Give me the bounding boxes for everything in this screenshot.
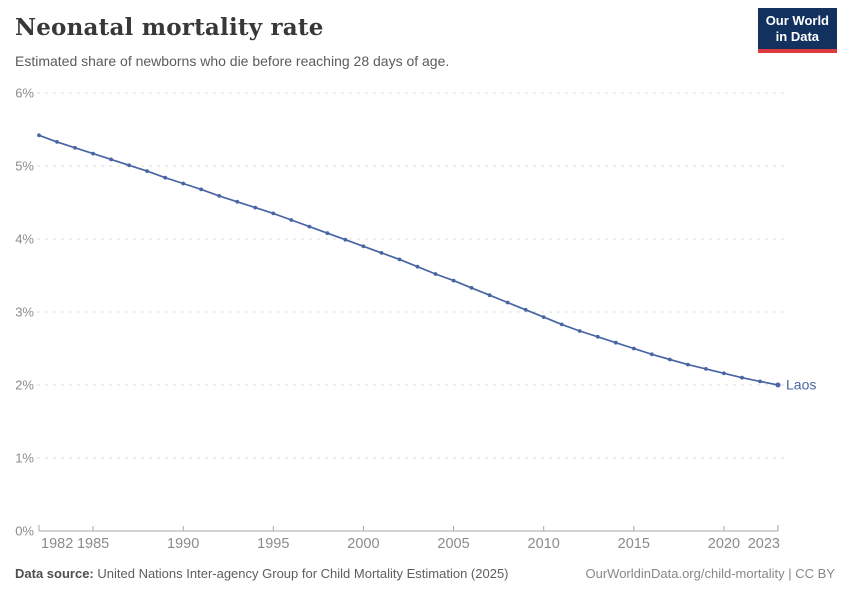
data-point[interactable]	[631, 346, 636, 351]
data-point[interactable]	[415, 264, 420, 269]
x-axis-label: 1982	[41, 536, 73, 552]
data-point[interactable]	[487, 293, 492, 298]
data-point[interactable]	[469, 286, 474, 290]
data-point[interactable]	[451, 278, 456, 283]
owid-logo-line2: in Data	[775, 29, 820, 45]
x-axis-label: 2015	[618, 536, 650, 552]
data-point[interactable]	[775, 382, 781, 388]
data-point[interactable]	[704, 367, 708, 371]
data-point[interactable]	[145, 169, 150, 173]
footer-link[interactable]: OurWorldinData.org/child-mortality | CC …	[585, 566, 836, 581]
data-point[interactable]	[686, 362, 690, 367]
x-axis-label: 2010	[528, 536, 560, 552]
owid-logo-line1: Our World	[765, 13, 829, 28]
series-label-laos[interactable]: Laos	[786, 377, 816, 393]
data-point[interactable]	[541, 315, 546, 319]
data-source-label: Data source:	[15, 566, 94, 581]
data-point[interactable]	[505, 300, 510, 305]
y-axis-label: 6%	[15, 86, 34, 101]
page-title: Neonatal mortality rate	[15, 14, 324, 41]
owid-logo[interactable]: Our World in Data	[757, 8, 837, 53]
data-point[interactable]	[325, 231, 330, 236]
laos-line[interactable]	[38, 134, 779, 386]
data-point[interactable]	[343, 237, 348, 242]
chart-subtitle: Estimated share of newborns who die befo…	[15, 53, 450, 69]
y-axis-label: 1%	[15, 451, 34, 466]
x-axis-label: 2023	[748, 536, 780, 552]
y-axis-label: 0%	[15, 524, 34, 539]
x-axis-label: 1995	[257, 536, 289, 552]
y-axis-label: 3%	[15, 305, 34, 320]
x-axis-label: 1985	[77, 536, 109, 552]
data-point[interactable]	[595, 334, 600, 339]
data-point[interactable]	[668, 357, 672, 362]
x-axis-label: 2000	[347, 536, 379, 552]
data-point[interactable]	[397, 257, 402, 262]
chart-footer: Data source: United Nations Inter-agency…	[15, 566, 835, 581]
data-point[interactable]	[758, 379, 762, 384]
data-point[interactable]	[523, 307, 528, 312]
y-axis-label: 5%	[15, 159, 34, 174]
x-axis-label: 2005	[437, 536, 469, 552]
data-point[interactable]	[55, 140, 59, 144]
data-source: Data source: United Nations Inter-agency…	[15, 566, 509, 581]
line-chart[interactable]: 0% 1% 2% 3% 4% 5% 6% 1982 1985 1990 1995 2000 2005 20…	[0, 80, 850, 558]
x-axis-label: 1990	[167, 536, 199, 552]
data-point[interactable]	[37, 133, 41, 138]
data-point[interactable]	[740, 375, 744, 380]
data-point[interactable]	[289, 218, 294, 222]
data-point[interactable]	[73, 145, 77, 150]
data-point[interactable]	[199, 187, 204, 192]
y-axis-label: 4%	[15, 232, 34, 247]
data-point[interactable]	[559, 322, 564, 327]
data-point[interactable]	[127, 163, 131, 168]
data-point[interactable]	[649, 352, 654, 357]
data-point[interactable]	[91, 151, 95, 156]
data-point[interactable]	[361, 244, 366, 249]
data-point[interactable]	[577, 329, 582, 333]
y-axis-label: 2%	[15, 378, 34, 393]
data-point[interactable]	[379, 251, 384, 255]
data-point[interactable]	[109, 157, 113, 162]
data-point[interactable]	[181, 181, 186, 186]
data-point[interactable]	[163, 175, 168, 180]
data-point[interactable]	[235, 199, 240, 204]
data-point[interactable]	[433, 272, 438, 276]
data-point[interactable]	[613, 340, 618, 345]
data-point[interactable]	[271, 211, 276, 216]
data-point[interactable]	[217, 194, 222, 198]
data-point[interactable]	[253, 205, 258, 210]
data-point[interactable]	[307, 224, 312, 229]
x-axis-label: 2020	[708, 536, 740, 552]
data-point[interactable]	[722, 371, 726, 376]
data-source-text: United Nations Inter-agency Group for Ch…	[97, 566, 509, 581]
